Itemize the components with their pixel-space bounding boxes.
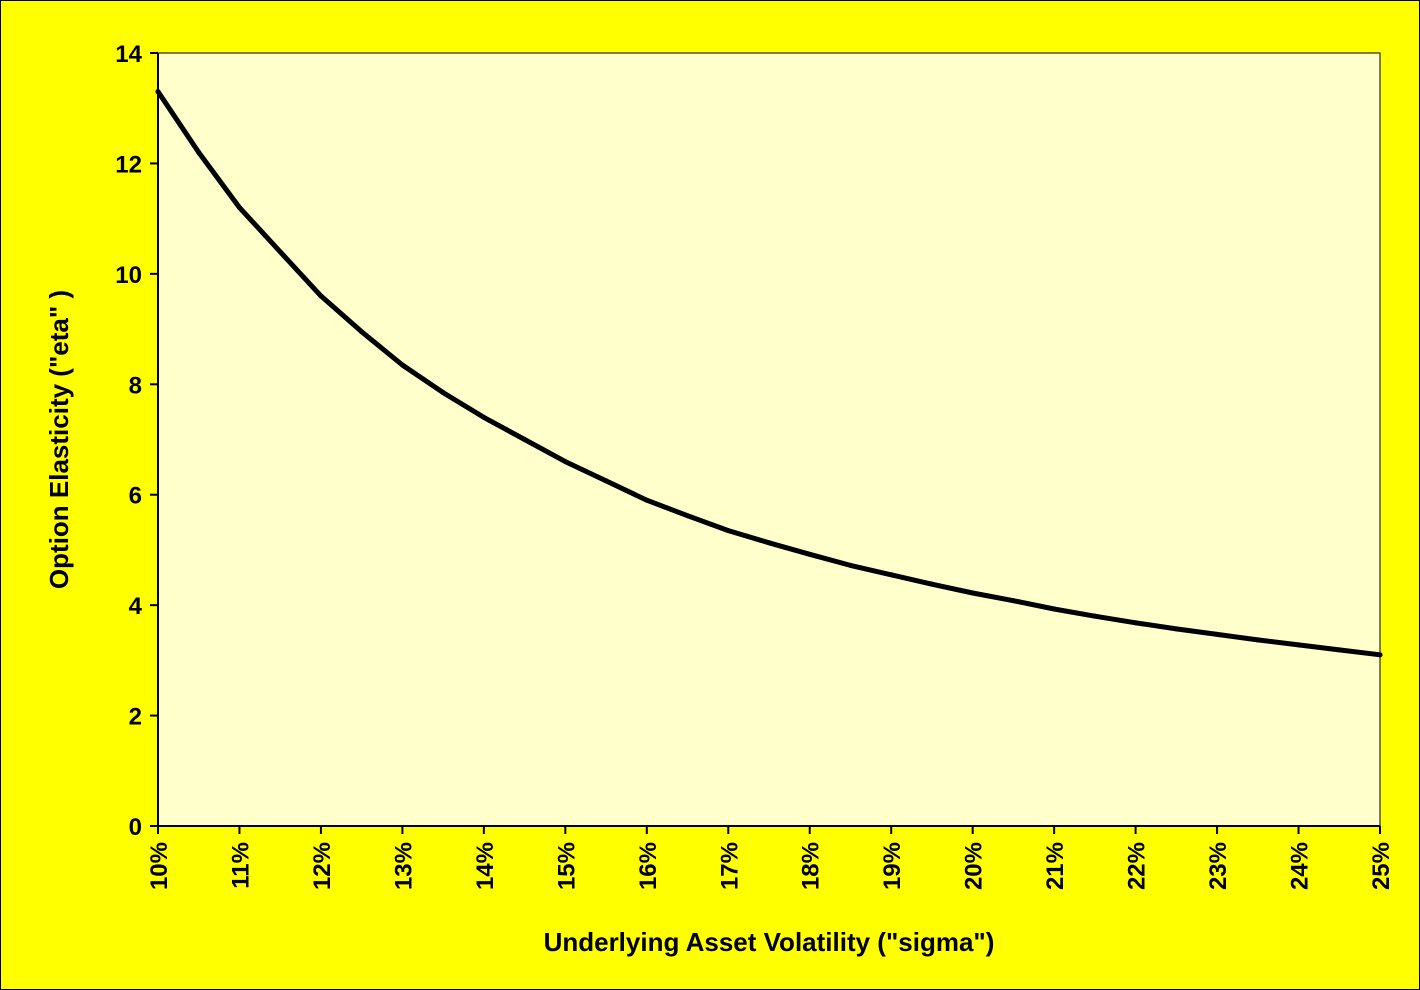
y-tick-label: 6 [129, 483, 142, 510]
data-point [359, 329, 365, 335]
data-point [725, 528, 731, 534]
data-point [1173, 626, 1179, 632]
x-tick-label: 12% [309, 842, 336, 890]
data-point [562, 459, 568, 465]
data-point [847, 562, 853, 568]
y-axis-ticks: 0 2 4 6 8 10 12 14 [115, 41, 158, 841]
data-point [1296, 642, 1302, 648]
x-tick-label: 25% [1368, 842, 1395, 890]
x-tick-label: 20% [961, 842, 988, 890]
x-axis-title: Underlying Asset Volatility ("sigma") [544, 927, 995, 957]
y-tick-label: 4 [129, 593, 143, 620]
data-point [1010, 598, 1016, 604]
x-tick-label: 17% [716, 842, 743, 890]
x-tick-label: 22% [1124, 842, 1151, 890]
data-point [644, 497, 650, 503]
x-tick-label: 24% [1287, 842, 1314, 890]
data-point [929, 581, 935, 587]
data-point [1133, 620, 1139, 626]
series-points [155, 89, 1383, 658]
y-tick-label: 8 [129, 372, 142, 399]
data-point [603, 478, 609, 484]
x-tick-label: 13% [390, 842, 417, 890]
data-point [1214, 631, 1220, 637]
data-point [236, 205, 242, 211]
x-tick-label: 11% [227, 842, 254, 889]
data-point [766, 540, 772, 546]
x-tick-label: 23% [1205, 842, 1232, 890]
data-point [1255, 637, 1261, 643]
data-point [1051, 606, 1057, 612]
data-point [1377, 652, 1383, 658]
x-axis-ticks: 10% 11% 12% 13% 14% 15% 16% 17% 18% 19% 20% 21% 22% 2… [146, 826, 1395, 890]
data-point [522, 437, 528, 442]
data-point [970, 590, 976, 596]
x-tick-label: 14% [472, 842, 499, 890]
data-point [440, 390, 446, 396]
x-tick-label: 21% [1042, 842, 1069, 890]
plot-area [157, 52, 1381, 827]
y-tick-label: 12 [115, 151, 142, 178]
data-point [685, 513, 691, 519]
y-tick-label: 10 [115, 262, 142, 289]
data-point [481, 414, 487, 420]
data-point [399, 362, 405, 368]
data-point [196, 149, 202, 155]
x-tick-label: 18% [798, 842, 825, 890]
y-tick-label: 2 [129, 704, 142, 731]
x-tick-label: 10% [146, 842, 173, 890]
x-tick-label: 16% [635, 842, 662, 890]
data-point [807, 551, 813, 557]
data-point [277, 249, 283, 255]
data-point [1336, 647, 1342, 653]
data-point [318, 293, 324, 299]
y-tick-label: 0 [129, 814, 142, 841]
data-point [1092, 613, 1098, 619]
y-tick-label: 14 [115, 41, 142, 68]
data-point [888, 572, 894, 578]
x-tick-label: 19% [879, 842, 906, 890]
x-tick-label: 15% [553, 842, 580, 890]
y-axis-title: Option Elasticity ("eta" ) [44, 290, 74, 589]
